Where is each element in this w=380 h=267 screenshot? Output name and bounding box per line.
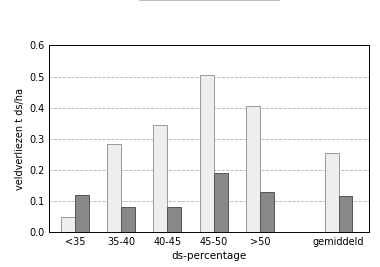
X-axis label: ds-percentage: ds-percentage bbox=[171, 251, 247, 261]
Y-axis label: veldverliezen t ds/ha: veldverliezen t ds/ha bbox=[15, 88, 25, 190]
Bar bbox=[339, 197, 352, 232]
Bar bbox=[325, 153, 339, 232]
Bar bbox=[154, 125, 167, 232]
Bar bbox=[107, 144, 121, 232]
Bar bbox=[61, 217, 75, 232]
Bar bbox=[200, 75, 214, 232]
Bar bbox=[167, 207, 181, 232]
Bar bbox=[75, 195, 89, 232]
Bar bbox=[121, 207, 135, 232]
Bar bbox=[260, 192, 274, 232]
Bar bbox=[246, 106, 260, 232]
Bar bbox=[214, 173, 228, 232]
